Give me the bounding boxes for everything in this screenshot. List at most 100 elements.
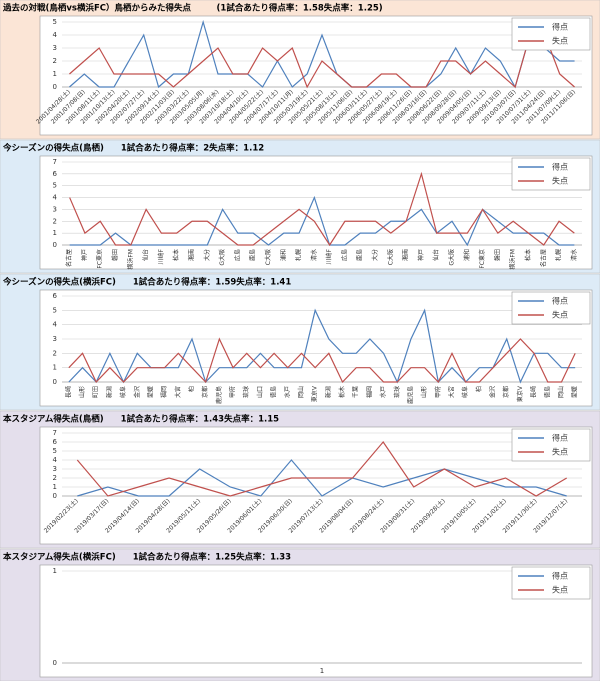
x-tick-label: 柏 xyxy=(475,386,483,392)
x-tick-label: 名古屋 xyxy=(539,249,547,267)
x-tick-label: 東京V xyxy=(516,385,524,402)
y-tick-label: 1 xyxy=(53,483,57,491)
chart-title: 本スタジアム得失点(鳥栖) 1試合あたり得点率：1.43失点率：1.15 xyxy=(3,414,279,425)
x-tick-label: 仙台 xyxy=(432,249,440,261)
x-tick-label: 町田 xyxy=(93,386,100,398)
x-tick-label: 柏 xyxy=(188,386,196,392)
legend-label: 失点 xyxy=(552,585,568,595)
x-tick-label: C大阪 xyxy=(386,249,394,265)
x-tick-label: 松本 xyxy=(172,249,180,261)
x-tick-label: 愛媛 xyxy=(571,386,579,398)
x-tick-label: 名古屋 xyxy=(65,249,73,267)
y-tick-label: 7 xyxy=(53,158,57,166)
x-tick-label: 仙台 xyxy=(142,249,150,261)
x-tick-label: 清水 xyxy=(310,249,318,261)
y-tick-label: 0 xyxy=(53,83,57,91)
legend-label: 失点 xyxy=(552,36,568,46)
x-tick-label: 広島 xyxy=(233,249,241,261)
y-tick-label: 3 xyxy=(53,205,57,213)
plot-box xyxy=(39,15,593,136)
x-tick-label: 神戸 xyxy=(417,249,425,261)
x-tick-label: 東京V xyxy=(311,385,319,402)
x-tick-label: G大阪 xyxy=(218,249,226,266)
x-tick-label: 鹿島 xyxy=(249,249,257,261)
x-tick-label: 磐田 xyxy=(493,249,501,261)
legend-label: 得点 xyxy=(552,296,568,306)
x-tick-label: 新潟 xyxy=(324,386,332,398)
x-tick-label: 1 xyxy=(320,667,324,675)
legend-label: 得点 xyxy=(552,22,568,32)
x-tick-label: FC東京 xyxy=(478,249,486,269)
y-tick-label: 4 xyxy=(53,31,58,39)
x-tick-label: 山口 xyxy=(256,386,264,398)
x-tick-label: FC東京 xyxy=(96,249,104,269)
plot-box xyxy=(39,564,593,678)
x-tick-label: 湘南 xyxy=(188,249,196,261)
legend-label: 得点 xyxy=(552,571,568,581)
y-tick-label: 1 xyxy=(53,70,57,78)
x-tick-label: 大宮 xyxy=(174,386,182,398)
x-tick-label: 広島 xyxy=(340,249,348,261)
y-tick-label: 5 xyxy=(53,306,57,314)
series-line xyxy=(69,195,575,247)
y-tick-label: 1 xyxy=(53,364,57,372)
legend-label: 失点 xyxy=(552,447,568,457)
legend-label: 失点 xyxy=(552,310,568,320)
x-tick-label: 甲府 xyxy=(434,386,442,398)
chart-title: 過去の対戦(鳥栖vs横浜FC）鳥栖からみた得失点 (1試合あたり得点率：1.58… xyxy=(2,3,383,14)
x-tick-label: 長崎 xyxy=(530,386,538,398)
x-tick-label: 川崎F xyxy=(325,248,333,264)
x-tick-label: G大阪 xyxy=(448,249,456,266)
x-tick-label: 松本 xyxy=(524,249,532,261)
y-tick-label: 4 xyxy=(53,456,58,464)
x-tick-label: 磐田 xyxy=(111,249,119,261)
legend-label: 失点 xyxy=(552,176,568,186)
chart-title: 今シーズンの得失点(横浜FC) 1試合あたり得点率：1.59失点率：1.41 xyxy=(2,277,291,288)
x-tick-label: 川崎F xyxy=(157,248,165,264)
x-tick-label: 新潟 xyxy=(105,386,113,398)
y-tick-label: 2 xyxy=(53,217,57,225)
y-tick-label: 2 xyxy=(53,349,57,357)
legend-label: 得点 xyxy=(552,433,568,443)
x-tick-label: 鹿児島 xyxy=(215,386,223,404)
x-tick-label: 清水 xyxy=(570,249,578,261)
x-tick-label: 京都 xyxy=(201,386,209,398)
y-tick-label: 0 xyxy=(53,492,57,500)
series-line xyxy=(68,337,576,384)
x-tick-label: 水戸 xyxy=(283,386,291,398)
legend-label: 得点 xyxy=(552,162,568,172)
x-tick-label: 大宮 xyxy=(448,386,456,398)
x-tick-label: C大阪 xyxy=(264,249,272,265)
x-tick-label: 岐阜 xyxy=(119,386,127,398)
y-tick-label: 1 xyxy=(53,229,57,237)
x-tick-label: 京都 xyxy=(502,386,510,398)
x-tick-label: 神戸 xyxy=(80,249,88,261)
x-tick-label: 徳島 xyxy=(270,386,278,398)
series-line xyxy=(69,34,575,89)
x-tick-label: 長崎 xyxy=(64,386,72,398)
legend xyxy=(511,17,591,51)
legend xyxy=(511,566,591,600)
y-tick-label: 2 xyxy=(53,57,57,65)
x-tick-label: 琉球 xyxy=(393,386,401,398)
legend xyxy=(511,157,591,191)
y-tick-label: 6 xyxy=(53,292,58,300)
y-tick-label: 0 xyxy=(53,241,57,249)
y-tick-label: 3 xyxy=(53,335,57,343)
chart-title: 本スタジアム得失点(横浜FC) 1試合あたり得点率：1.25失点率：1.33 xyxy=(3,552,291,563)
y-tick-label: 3 xyxy=(53,44,57,52)
x-tick-label: 岡山 xyxy=(557,386,565,398)
x-tick-label: 千葉 xyxy=(352,386,360,398)
x-tick-label: 札幌 xyxy=(295,249,303,261)
x-tick-label: 横浜FM xyxy=(126,249,134,270)
legend xyxy=(511,428,591,462)
x-tick-label: 山形 xyxy=(420,386,428,398)
y-tick-label: 5 xyxy=(53,182,57,190)
y-tick-label: 7 xyxy=(53,429,57,437)
x-tick-label: 甲府 xyxy=(229,386,237,398)
chart-title: 今シーズンの得失点(鳥栖) 1試合あたり得点率：2失点率：1.12 xyxy=(2,143,264,154)
legend xyxy=(511,291,591,325)
x-tick-label: 金沢 xyxy=(133,386,141,398)
x-tick-label: 鹿島 xyxy=(356,249,364,261)
